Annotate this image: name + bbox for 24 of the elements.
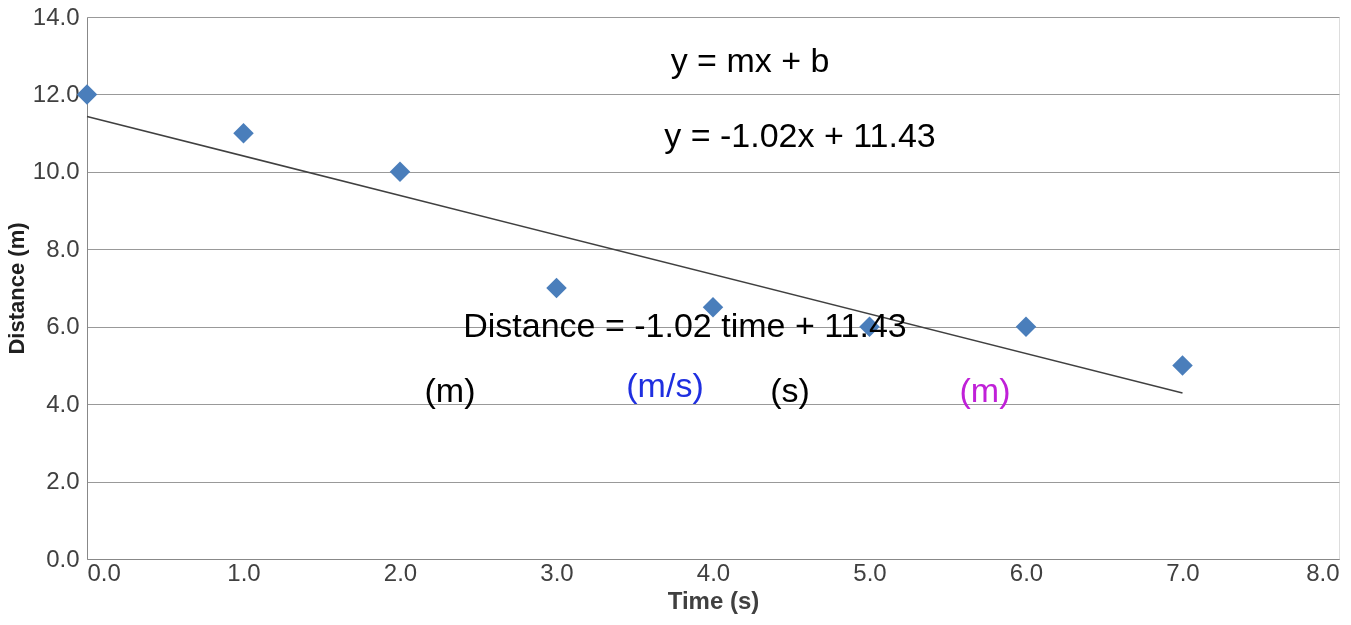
x-tick-label: 1.0 [227,558,261,586]
x-tick-label: 2.0 [383,558,418,586]
annotation: (m) [959,371,1011,409]
annotation: (m) [424,371,476,409]
y-tick-label: 12.0 [32,79,80,107]
y-tick-label: 4.0 [46,389,80,417]
x-tick-label: 8.0 [1306,558,1340,586]
y-tick-label: 6.0 [46,312,80,340]
x-tick-label: 3.0 [540,558,574,586]
annotation: (m/s) [626,366,704,404]
annotation: y = mx + b [670,41,830,79]
x-tick-label: 4.0 [696,558,731,586]
annotation: y = -1.02x + 11.43 [664,116,936,154]
x-tick-label: 7.0 [1166,558,1200,586]
x-tick-label: 0.0 [87,558,121,586]
y-tick-label: 10.0 [32,157,80,185]
x-tick-label: 6.0 [1009,558,1044,586]
y-tick-label: 14.0 [32,2,80,30]
x-axis-title: Time (s) [667,586,760,614]
x-tick-label: 5.0 [853,558,887,586]
annotation: (s) [770,371,810,409]
y-tick-label: 2.0 [46,467,80,495]
y-axis-title: Distance (m) [3,222,29,355]
y-tick-label: 8.0 [46,234,80,262]
